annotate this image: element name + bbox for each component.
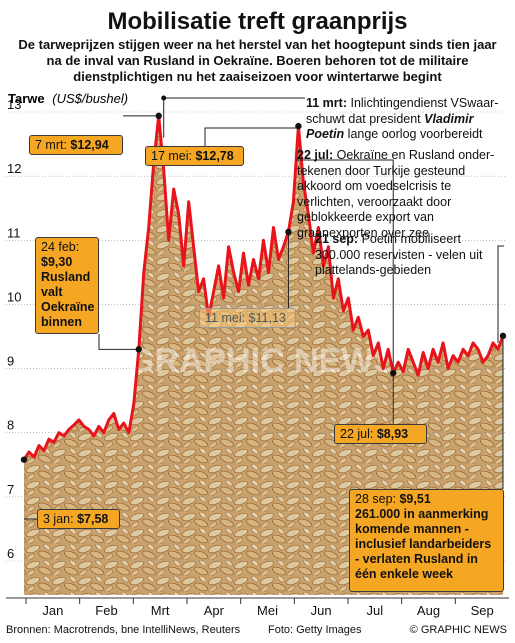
note-mar11-text-b: lange oorlog voorbereidt <box>344 127 483 141</box>
point-0 <box>20 456 28 463</box>
price-line <box>22 114 505 462</box>
x-tick-sep: Sep <box>471 603 494 618</box>
y-tick-11: 11 <box>7 225 21 240</box>
x-tick-mei: Mei <box>257 603 278 618</box>
y-axis-label-unit: (US$/bushel) <box>52 91 128 106</box>
y-axis-label: Tarwe (US$/bushel) <box>8 91 128 106</box>
note-sep21: 21 sep: Poetin mobiliseert 300.000 reser… <box>315 232 508 279</box>
y-tick-13: 13 <box>7 97 21 112</box>
callout-sep28-text: 261.000 in aanmerking komende mannen - i… <box>355 507 492 581</box>
y-tick-10: 10 <box>7 289 21 304</box>
y-gridlines <box>6 111 506 562</box>
callout-mar7-value: $12,94 <box>70 138 109 152</box>
x-tick-aug: Aug <box>417 603 440 618</box>
y-tick-labels: 6 7 8 9 10 11 12 13 <box>7 97 21 561</box>
callout-feb24: 24 feb: $9,30 Rusland valt Oekraïne binn… <box>35 237 99 334</box>
callout-jan3: 3 jan: $7,58 <box>37 509 120 529</box>
callout-may11-date: 11 mei: <box>205 311 249 325</box>
x-tick-jul: Jul <box>367 603 384 618</box>
annotation-points <box>20 95 507 463</box>
page-title: Mobilisatie treft graanprijs <box>107 8 408 35</box>
point-53 <box>285 228 292 236</box>
y-tick-12: 12 <box>7 161 21 176</box>
point-74 <box>390 369 397 377</box>
callout-sep28-date: 28 sep: <box>355 492 400 506</box>
leader-55 <box>204 126 299 146</box>
note-mar11-text-a: Inlichtingendienst VSwaar-schuwt dat pre… <box>306 96 499 126</box>
x-tick-jan: Jan <box>42 603 63 618</box>
grain-photo <box>24 115 503 596</box>
y-tick-6: 6 <box>7 546 14 561</box>
leader-note-sep21 <box>497 245 504 343</box>
callout-may17-date: 17 mei: <box>151 149 196 163</box>
leader-23 <box>98 334 139 350</box>
callout-sep28: 28 sep: $9,51 261.000 in aanmerking kome… <box>349 489 504 592</box>
note-mar11-date: 11 mrt: <box>306 96 347 110</box>
callout-may11-value: $11,13 <box>248 311 286 325</box>
callout-jan3-date: 3 jan: <box>43 512 78 526</box>
x-tick-mrt: Mrt <box>151 603 170 618</box>
leader-note-jul22 <box>296 159 394 369</box>
callout-jan3-value: $7,58 <box>77 512 109 526</box>
x-tick-jun: Jun <box>311 603 332 618</box>
leader-note-mar11 <box>163 97 305 138</box>
callout-may17-value: $12,78 <box>195 149 234 163</box>
y-axis-label-name: Tarwe <box>8 91 45 106</box>
footer: Bronnen: Macrotrends, bne IntelliNews, R… <box>0 619 515 643</box>
callout-may11: 11 mei: $11,13 <box>199 308 296 328</box>
note-mar11: 11 mrt: Inlichtingendienst VSwaar-schuwt… <box>306 96 506 143</box>
y-tick-8: 8 <box>7 418 14 433</box>
note-mar11-bold: Vladimir Poetin <box>306 111 474 142</box>
x-tick-apr: Apr <box>204 603 225 618</box>
callout-mar7-date: 7 mrt: <box>35 138 71 152</box>
point-96 <box>499 332 507 340</box>
callout-feb24-date: 24 feb: <box>41 240 80 254</box>
callout-sep28-value: $9,51 <box>399 492 431 506</box>
point-note-mar11 <box>161 95 167 101</box>
note-jul22: 22 jul: Oekraïne en Rusland onder-tekene… <box>297 148 509 241</box>
point-55 <box>295 122 302 130</box>
x-tick-labels: Jan Feb Mrt Apr Mei Jun Jul Aug Sep <box>6 597 509 618</box>
callout-jul22-date: 22 jul: <box>340 427 377 441</box>
point-27 <box>155 112 162 120</box>
footer-photo: Foto: Getty Images <box>268 624 362 636</box>
y-tick-7: 7 <box>7 482 14 497</box>
y-tick-9: 9 <box>7 354 14 369</box>
callout-jul22: 22 jul: $8,93 <box>334 424 427 444</box>
callout-feb24-value: $9,30 <box>41 255 73 269</box>
x-tick-feb: Feb <box>95 603 117 618</box>
note-sep21-text: Poetin mobiliseert 300.000 reservisten -… <box>315 232 483 277</box>
callout-may17: 17 mei: $12,78 <box>145 146 244 166</box>
note-jul22-text: Oekraïne en Rusland onder-tekenen door T… <box>297 148 495 240</box>
note-jul22-date: 22 jul: <box>297 148 334 162</box>
watermark: GRAPHIC NEWS <box>128 342 396 380</box>
grain-area <box>24 115 503 596</box>
note-sep21-date: 21 sep: <box>315 232 359 246</box>
callout-feb24-text: Rusland valt Oekraïne binnen <box>41 270 95 329</box>
footer-credit: © GRAPHIC NEWS <box>409 624 507 636</box>
callout-mar7: 7 mrt: $12,94 <box>29 135 123 155</box>
point-23 <box>135 346 142 353</box>
page-subtitle: De tarweprijzen stijgen weer na het hers… <box>18 37 497 84</box>
footer-sources: Bronnen: Macrotrends, bne IntelliNews, R… <box>6 624 241 636</box>
callout-jul22-value: $8,93 <box>376 427 409 441</box>
grain-shade <box>24 115 503 596</box>
